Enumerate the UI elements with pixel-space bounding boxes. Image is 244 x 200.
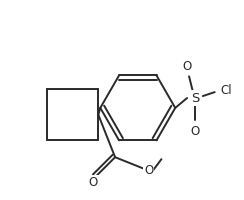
Text: S: S	[191, 92, 199, 105]
Text: O: O	[190, 125, 200, 138]
Text: O: O	[183, 60, 192, 73]
Text: Cl: Cl	[221, 84, 232, 97]
Text: O: O	[144, 164, 153, 178]
Text: O: O	[89, 176, 98, 189]
